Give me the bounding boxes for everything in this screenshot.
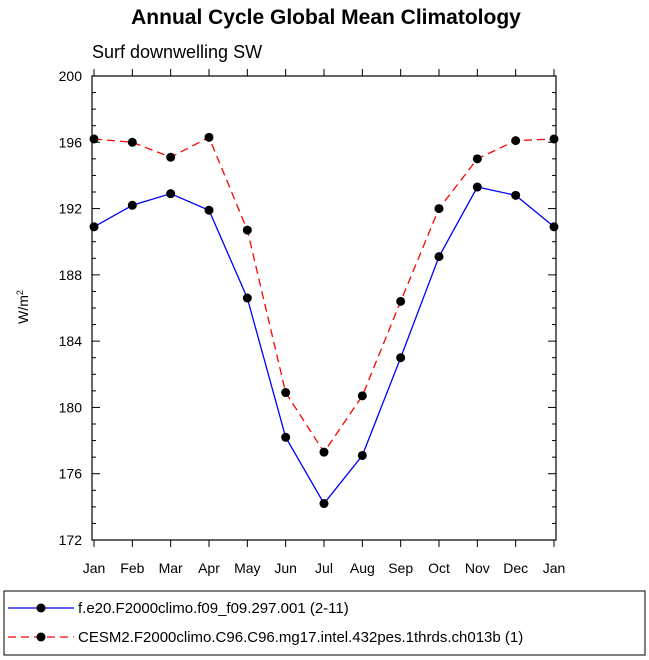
x-tick-label: Aug bbox=[350, 560, 375, 576]
y-tick-labels: 172 176 180 184 188 192 196 200 bbox=[59, 68, 83, 548]
x-tick-label: Nov bbox=[465, 560, 490, 576]
y-tick-label: 176 bbox=[59, 466, 83, 482]
y-tick-label: 180 bbox=[59, 399, 83, 415]
x-tick-label: Jan bbox=[83, 560, 106, 576]
legend-label-2: CESM2.F2000climo.C96.C96.mg17.intel.432p… bbox=[78, 629, 523, 646]
chart-title: Annual Cycle Global Mean Climatology bbox=[131, 6, 521, 29]
data-point bbox=[511, 190, 521, 200]
data-point bbox=[549, 222, 559, 232]
series-layer bbox=[89, 132, 559, 509]
y-tick-label: 196 bbox=[59, 134, 83, 150]
data-point bbox=[396, 296, 406, 306]
data-point bbox=[472, 182, 482, 192]
data-point bbox=[319, 499, 329, 509]
data-point bbox=[434, 204, 444, 214]
data-point bbox=[127, 200, 137, 210]
x-tick-label: Dec bbox=[503, 560, 528, 576]
x-tick-label: Jul bbox=[315, 560, 333, 576]
y-axis-label: W/m2 bbox=[15, 290, 31, 324]
legend-label-1: f.e20.F2000climo.f09_f09.297.001 (2-11) bbox=[78, 600, 349, 617]
x-tick-label: Jan bbox=[543, 560, 566, 576]
data-point bbox=[127, 137, 137, 147]
x-tick-label: Jun bbox=[274, 560, 297, 576]
data-point bbox=[204, 132, 214, 142]
data-point bbox=[549, 134, 559, 144]
series-1 bbox=[89, 182, 559, 509]
legend-marker-2 bbox=[36, 632, 46, 642]
data-point bbox=[166, 152, 176, 162]
data-point bbox=[281, 388, 291, 398]
legend-entry-2: CESM2.F2000climo.C96.C96.mg17.intel.432p… bbox=[8, 629, 523, 646]
legend-box bbox=[3, 590, 646, 656]
data-point bbox=[396, 353, 406, 363]
data-point bbox=[242, 225, 252, 235]
legend: f.e20.F2000climo.f09_f09.297.001 (2-11) … bbox=[3, 590, 646, 656]
x-tick-label: Sep bbox=[388, 560, 413, 576]
x-tick-label: Apr bbox=[198, 560, 220, 576]
data-point bbox=[281, 432, 291, 442]
legend-marker-1 bbox=[36, 603, 46, 613]
plot-frame bbox=[91, 75, 557, 541]
data-point bbox=[472, 154, 482, 164]
x-tick-labels: Jan Feb Mar Apr May Jun Jul Aug Sep Oct Nov Dec Jan bbox=[83, 560, 566, 576]
data-point bbox=[319, 447, 329, 457]
x-tick-label: Feb bbox=[120, 560, 144, 576]
x-tick-label: Mar bbox=[159, 560, 183, 576]
data-point bbox=[89, 134, 99, 144]
data-point bbox=[434, 252, 444, 262]
y-axis-label-text: W/m bbox=[15, 295, 31, 324]
data-point bbox=[511, 136, 521, 146]
y-tick-label: 200 bbox=[59, 68, 83, 84]
data-point bbox=[166, 189, 176, 199]
data-point bbox=[204, 205, 214, 215]
data-point bbox=[242, 293, 252, 303]
legend-entry-1: f.e20.F2000climo.f09_f09.297.001 (2-11) bbox=[8, 600, 349, 617]
data-point bbox=[89, 222, 99, 232]
y-tick-label: 192 bbox=[59, 201, 83, 217]
y-axis-label-superscript: 2 bbox=[15, 290, 25, 295]
y-tick-label: 184 bbox=[59, 333, 83, 349]
data-point bbox=[357, 450, 367, 460]
chart-subtitle: Surf downwelling SW bbox=[92, 42, 262, 62]
y-tick-label: 188 bbox=[59, 267, 83, 283]
series-line-2 bbox=[93, 136, 555, 454]
axis-ticks bbox=[92, 69, 556, 547]
x-tick-label: Oct bbox=[428, 560, 450, 576]
x-tick-label: May bbox=[234, 560, 260, 576]
data-point bbox=[357, 391, 367, 401]
series-2 bbox=[89, 132, 559, 457]
y-tick-label: 172 bbox=[59, 532, 83, 548]
